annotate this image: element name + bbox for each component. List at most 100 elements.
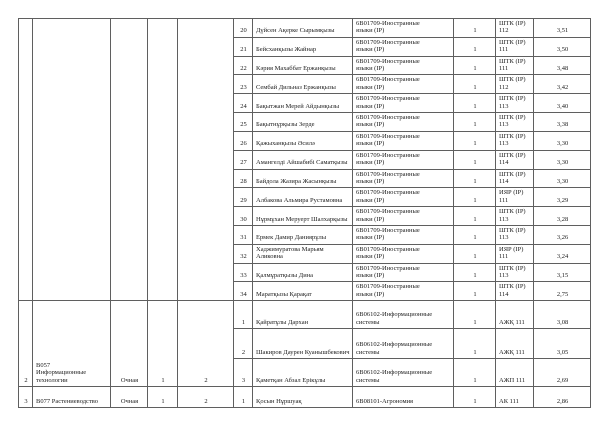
table-row: 31 Ермек Дамир Даниярұлы 6В01709-Иностра… (19, 224, 591, 245)
program-line1: 6В01709-Иностранные (356, 208, 420, 216)
program-line2: языки (IP) (356, 215, 385, 223)
group-line2: 114 (499, 290, 509, 298)
program-line1: 6В01709-Иностранные (356, 245, 420, 253)
score-cell: 3,30 (533, 130, 591, 151)
score-cell: 3,51 (533, 18, 591, 38)
count-cell: 1 (453, 243, 496, 264)
count-cell: 1 (453, 358, 496, 388)
program-cell: 6В01709-Иностранные языки (IP) (352, 36, 454, 57)
student-number: 21 (233, 36, 253, 57)
count-cell: 1 (453, 55, 496, 76)
program-seq: 3 (18, 386, 33, 409)
program-cell: 6В01709-Иностранные языки (IP) (352, 149, 454, 170)
table-row: 25 Бақытнұрқызы Зерде 6В01709-Иностранны… (19, 112, 591, 132)
group-line2: 113 (499, 271, 509, 279)
program-line2: языки (IP) (356, 159, 385, 167)
student-number: 32 (233, 243, 253, 264)
program-cell: 6В01709-Иностранные языки (IP) (352, 130, 454, 151)
empty-form-cell (110, 17, 148, 302)
student-name: Бейсханқызы Жайнар (252, 36, 353, 57)
program-cell: 6В08101-Агрономия (352, 386, 454, 409)
count-cell: 1 (453, 93, 496, 114)
table-row: 24 Бақытжан Мерей Айдынқызы 6В01709-Инос… (19, 93, 591, 114)
empty-seq-cell (18, 17, 33, 302)
group-line2: 111 (499, 65, 509, 73)
program-cell: 6В01709-Иностранные языки (IP) (352, 55, 454, 76)
student-name: Маратқызы Қарақат (252, 281, 353, 302)
count-cell: 1 (453, 74, 496, 95)
table-row: 2 Шакиров Даурен Куанышбекович 6В06102-И… (19, 328, 591, 360)
study-form: Очная (110, 386, 148, 409)
program-line1: 6В01709-Иностранные (356, 264, 420, 272)
program-line2: языки (IP) (356, 46, 385, 54)
student-number: 29 (233, 187, 253, 208)
table-row: 3 В077 Растениеводство Очная 1 2 1 Қосын… (18, 386, 591, 409)
group-line1: ШТК (IP) (499, 57, 526, 65)
group-line2: 111 (499, 196, 509, 204)
group-line2: 114 (499, 159, 509, 167)
table-row: 30 Нұрмұхан Меруерт Шалхарқызы 6В01709-И… (19, 206, 591, 226)
program-line2: языки (IP) (356, 234, 385, 242)
program-cell: 6В01709-Иностранные языки (IP) (352, 281, 454, 302)
program-line1: 6В06102-Информационные (356, 311, 433, 319)
score-cell: 2,86 (533, 386, 591, 409)
student-name: Шакиров Даурен Куанышбекович (252, 328, 353, 360)
program-cell: 6В01709-Иностранные языки (IP) (352, 112, 454, 132)
program-line2: системы (356, 318, 380, 326)
table-row: 34 Маратқызы Қарақат 6В01709-Иностранные… (19, 281, 591, 302)
student-name: Қаметқан Абзал Ерікұлы (252, 358, 353, 388)
count-cell: 1 (453, 281, 496, 302)
program-line2: языки (IP) (356, 196, 385, 204)
plan-count: 1 (147, 300, 178, 388)
table-row: 3 Қаметқан Абзал Ерікұлы 6В06102-Информа… (19, 358, 591, 388)
table-row: 29 Албакова Альмира Рустамовна 6В01709-И… (19, 187, 591, 208)
quota-count: 2 (177, 300, 234, 388)
program-line1: 6В01709-Иностранные (356, 76, 420, 84)
student-number: 34 (233, 281, 253, 302)
group-line1: ИЯР (IP) (499, 245, 524, 253)
group-line1: ШТК (IP) (499, 264, 526, 272)
count-cell: 1 (453, 187, 496, 208)
score-cell: 3,48 (533, 55, 591, 76)
group-line1: АЖҚ 111 (499, 348, 525, 356)
group-cell: ИЯР (IP) 111 (495, 243, 534, 264)
group-cell: АЖП 111 (495, 358, 534, 388)
student-number: 24 (233, 93, 253, 114)
program-title: В057 Информационные технологии (32, 300, 111, 388)
count-cell: 1 (453, 224, 496, 245)
program-line2: языки (IP) (356, 65, 385, 73)
program-title-line1: В057 (36, 361, 51, 369)
student-name: Нұрмұхан Меруерт Шалхарқызы (252, 206, 353, 226)
group-line2: 111 (499, 46, 509, 54)
score-cell: 2,69 (533, 358, 591, 388)
program-line1: 6В06102-Информационные (356, 369, 433, 377)
student-number: 3 (233, 358, 253, 388)
program-line1: 6В08101-Агрономия (356, 397, 414, 405)
score-cell: 3,38 (533, 112, 591, 132)
group-cell: ШТК (IP) 114 (495, 281, 534, 302)
student-number: 26 (233, 130, 253, 151)
program-cell: 6В01709-Иностранные языки (IP) (352, 93, 454, 114)
group-line1: ШТК (IP) (499, 283, 526, 291)
group-cell: ШТК (IP) 113 (495, 224, 534, 245)
count-cell: 1 (453, 18, 496, 38)
table-row: 2 В057 Информационные технологии Очная 1 … (18, 300, 591, 388)
count-cell: 1 (453, 262, 496, 283)
program-line2: языки (IP) (356, 290, 385, 298)
plan-count: 1 (147, 386, 178, 409)
program-cell: 6В01709-Иностранные языки (IP) (352, 187, 454, 208)
count-cell: 1 (453, 112, 496, 132)
student-number: 33 (233, 262, 253, 283)
student-number: 27 (233, 149, 253, 170)
program-cell: 6В01709-Иностранные языки (IP) (352, 262, 454, 283)
group-cell: ШТК (IP) 113 (495, 93, 534, 114)
program-line2: системы (356, 376, 380, 384)
student-number: 1 (233, 386, 253, 409)
program-line1: 6В01709-Иностранные (356, 95, 420, 103)
program-line2: языки (IP) (356, 271, 385, 279)
program-cell: 6В06102-Информационные системы (352, 300, 454, 330)
student-number: 28 (233, 168, 253, 189)
group-line2: 113 (499, 234, 509, 242)
student-number: 1 (233, 300, 253, 330)
